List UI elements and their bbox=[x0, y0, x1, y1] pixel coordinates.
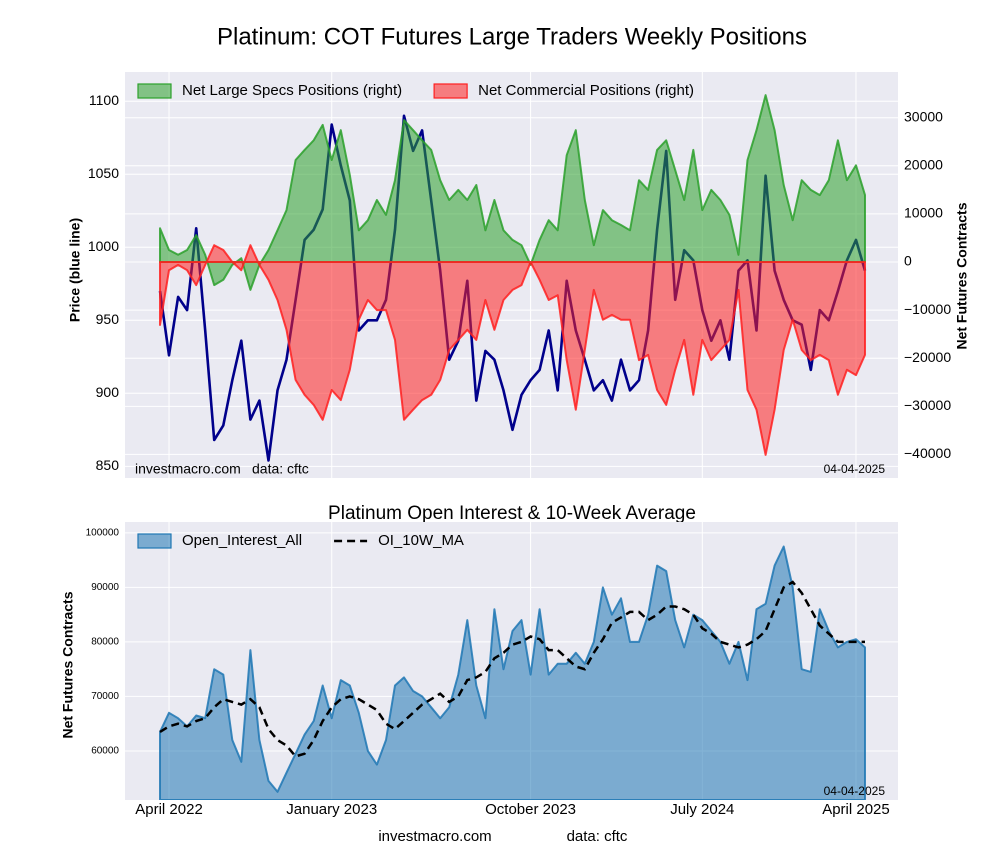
area-series bbox=[159, 244, 866, 456]
y2-tick-label: 30000 bbox=[904, 108, 943, 124]
y2-tick-label: −40000 bbox=[904, 445, 951, 461]
footer-site: investmacro.com bbox=[378, 828, 491, 845]
plot-marks bbox=[158, 94, 867, 462]
plot-marks bbox=[159, 545, 866, 800]
y2-tick-label: 0 bbox=[904, 253, 912, 269]
y-tick-label: 70000 bbox=[91, 691, 119, 702]
source-note: data: cftc bbox=[252, 461, 309, 477]
x-tick-label: January 2023 bbox=[286, 801, 377, 818]
y2-tick-label: 10000 bbox=[904, 205, 943, 221]
y-tick-label: 1000 bbox=[88, 238, 119, 254]
y-tick-label: 100000 bbox=[86, 528, 120, 539]
source-note: investmacro.com bbox=[135, 461, 241, 477]
area-series bbox=[159, 545, 866, 800]
y-tick-label: 1050 bbox=[88, 165, 119, 181]
y-tick-label: 60000 bbox=[91, 746, 119, 757]
date-note: 04-04-2025 bbox=[824, 784, 886, 798]
y-axis-label: Net Futures Contracts bbox=[60, 591, 76, 738]
y2-axis-label: Net Futures Contracts bbox=[954, 202, 970, 349]
y-axis-label: Price (blue line) bbox=[67, 218, 83, 322]
x-tick-label: April 2025 bbox=[822, 801, 890, 818]
y-tick-label: 1100 bbox=[89, 92, 119, 108]
area-series bbox=[159, 94, 866, 291]
y-tick-label: 90000 bbox=[91, 582, 119, 593]
chart-title: Platinum Open Interest & 10-Week Average bbox=[328, 503, 696, 524]
y2-tick-label: 20000 bbox=[904, 157, 943, 173]
y-tick-label: 950 bbox=[96, 311, 120, 327]
x-tick-label: April 2022 bbox=[135, 801, 203, 818]
legend-swatch bbox=[137, 83, 172, 99]
legend-label: Open_Interest_All bbox=[182, 532, 302, 549]
legend-swatch bbox=[433, 83, 468, 99]
x-tick-label: July 2024 bbox=[670, 801, 734, 818]
date-note: 04-04-2025 bbox=[824, 462, 886, 476]
y2-tick-label: −30000 bbox=[904, 397, 951, 413]
y2-tick-label: −10000 bbox=[904, 301, 951, 317]
line-series bbox=[159, 580, 865, 758]
legend-label: Net Large Specs Positions (right) bbox=[182, 82, 402, 99]
y-tick-label: 900 bbox=[96, 384, 120, 400]
y2-tick-label: −20000 bbox=[904, 349, 951, 365]
y-tick-label: 850 bbox=[96, 457, 120, 473]
chart-title: Platinum: COT Futures Large Traders Week… bbox=[217, 23, 807, 50]
legend-swatch bbox=[137, 533, 172, 549]
x-tick-label: October 2023 bbox=[485, 801, 576, 818]
legend-label: OI_10W_MA bbox=[378, 532, 464, 549]
legend-label: Net Commercial Positions (right) bbox=[478, 82, 694, 99]
footer-source: data: cftc bbox=[567, 828, 628, 845]
y-tick-label: 80000 bbox=[91, 637, 119, 648]
